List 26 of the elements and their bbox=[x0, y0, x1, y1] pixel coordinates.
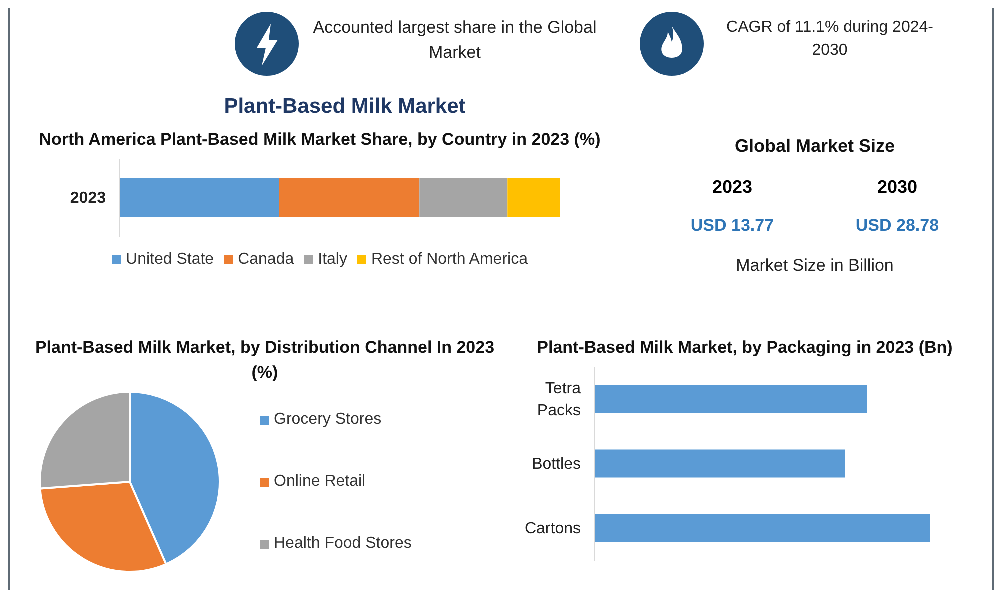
text: Global Market Size bbox=[734, 135, 896, 158]
text: 2023 bbox=[711, 177, 754, 198]
legend-label: Canada bbox=[238, 250, 294, 269]
bar bbox=[279, 178, 420, 218]
text: USD 28.78 bbox=[854, 216, 940, 236]
legend-label: Online Retail bbox=[274, 473, 366, 492]
bar bbox=[120, 178, 280, 218]
legend-label: Health Food Stores bbox=[274, 535, 412, 554]
y-tick-label: Bottles bbox=[532, 455, 581, 472]
text: 2030 bbox=[876, 177, 919, 198]
chart-title: North America Plant-Based Milk Market Share, by Country in 2023 (%) bbox=[38, 129, 602, 151]
legend-label: Italy bbox=[318, 250, 348, 269]
text: Accounted largest share in the Global Market bbox=[312, 17, 598, 64]
chart-title: Plant-Based Milk Market, by Distribution Channel In 2023 (%) bbox=[34, 337, 496, 384]
text: USD 13.77 bbox=[690, 216, 776, 236]
bar bbox=[508, 178, 560, 218]
text: Plant-Based Milk Market bbox=[223, 94, 467, 120]
chart-title: Plant-Based Milk Market, by Packaging in 2023 (Bn) bbox=[536, 337, 954, 359]
legend-label: United State bbox=[126, 250, 214, 269]
text: CAGR of 11.1% during 2024-2030 bbox=[726, 18, 934, 62]
y-tick-label: Cartons bbox=[524, 520, 581, 537]
legend-label: Rest of North America bbox=[371, 250, 528, 269]
y-tick-label: Tetra Packs bbox=[537, 379, 582, 418]
bar bbox=[420, 178, 508, 218]
legend-label: Grocery Stores bbox=[274, 411, 382, 430]
text: Market Size in Billion bbox=[735, 256, 895, 276]
